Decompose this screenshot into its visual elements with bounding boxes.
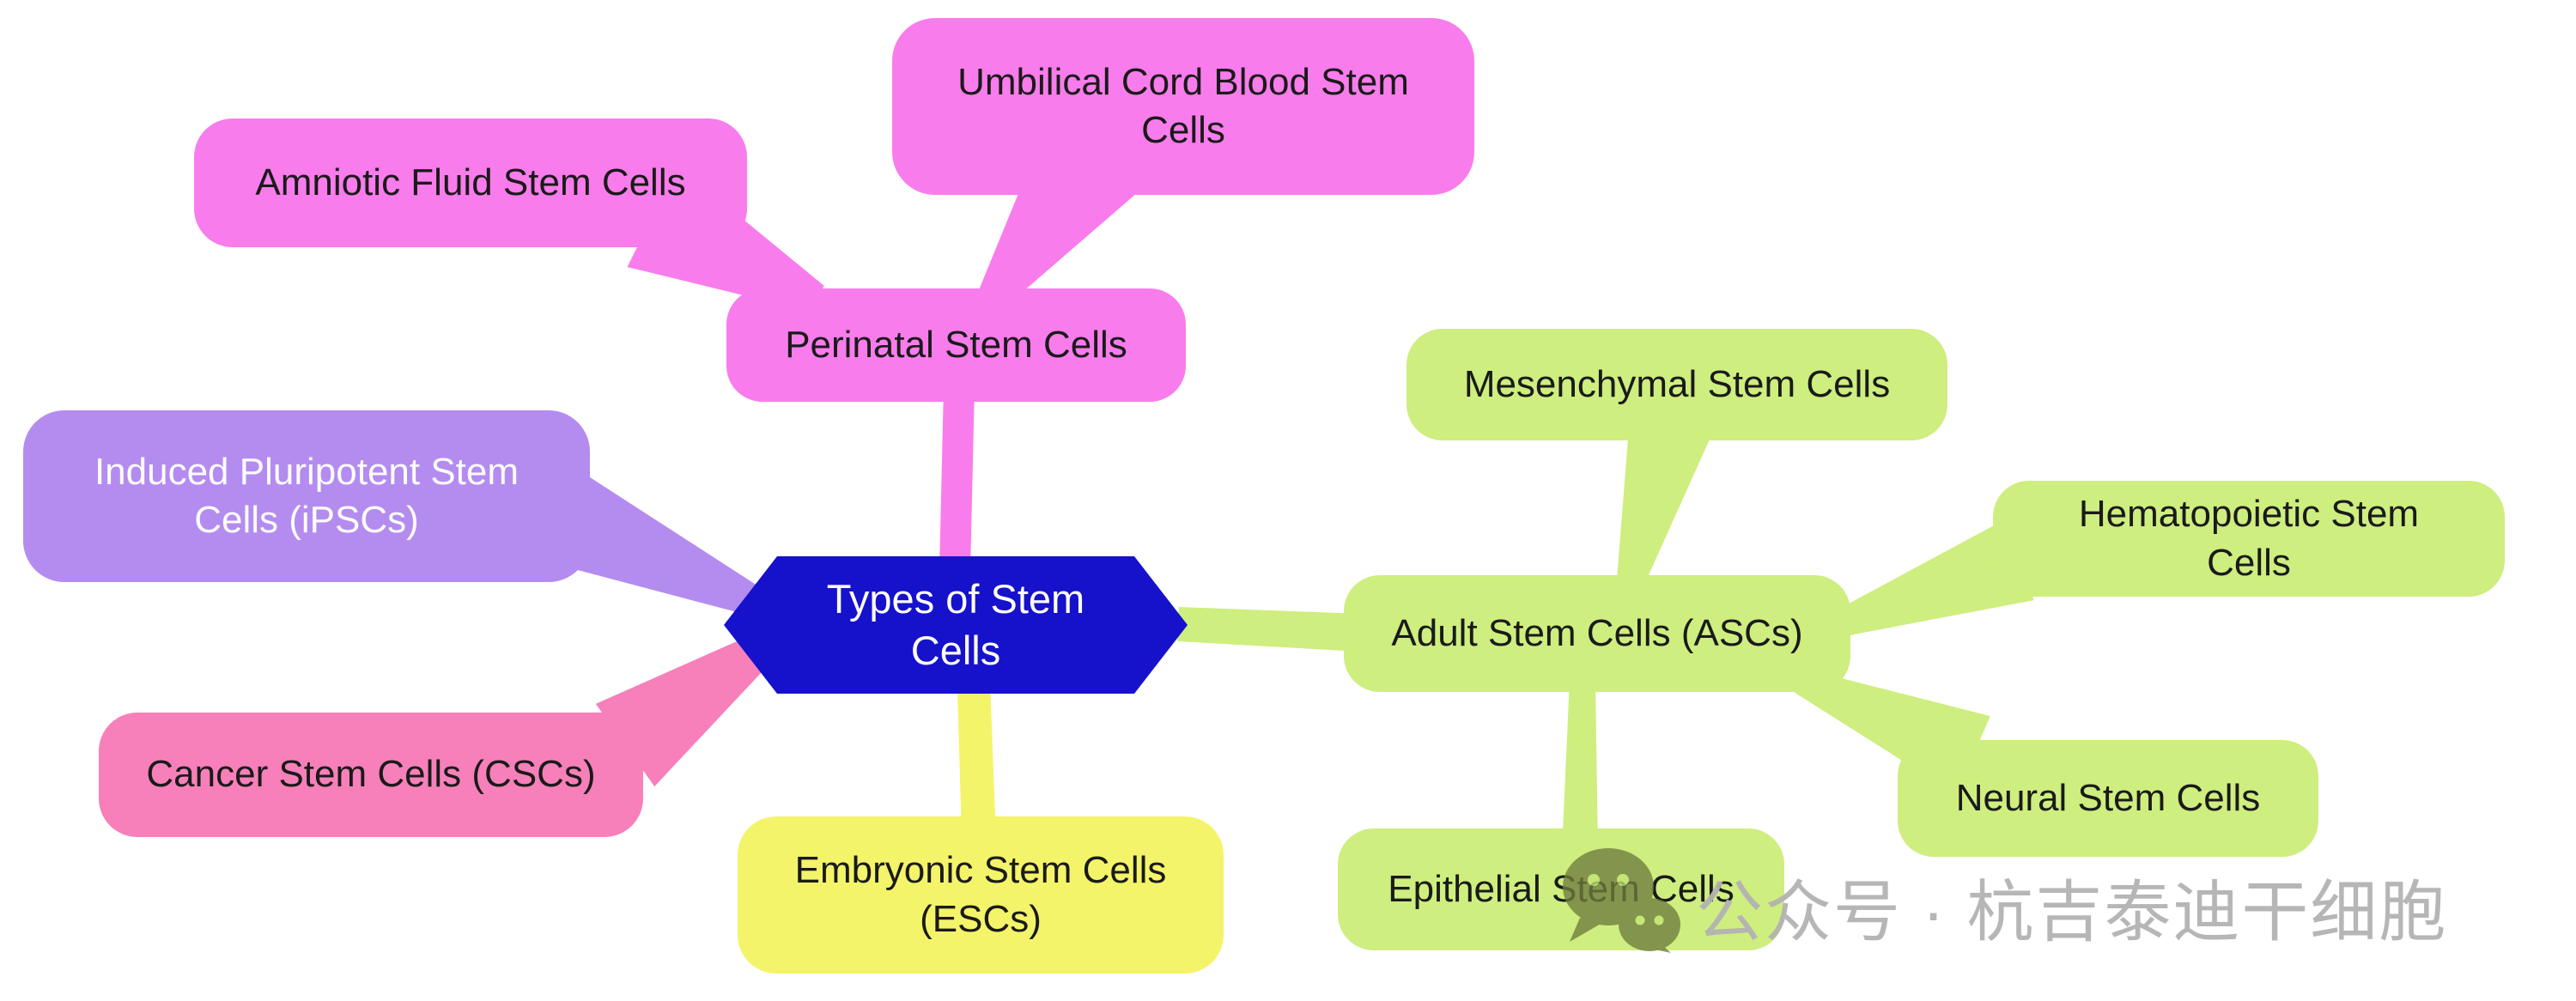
node-hematopoietic-stem-cells: Hematopoietic Stem Cells (1993, 481, 2505, 597)
node-amniotic-fluid-stem-cells: Amniotic Fluid Stem Cells (194, 118, 747, 247)
node-label: Neural Stem Cells (1955, 776, 2261, 819)
edge-pink (939, 385, 975, 572)
node-label: Cancer Stem Cells (CSCs) (146, 753, 596, 796)
watermark-text: 公众号 · 杭吉泰迪干细胞 (1696, 874, 2448, 949)
node-neural-stem-cells: Neural Stem Cells (1898, 740, 2318, 857)
node-adult-stem-cells: Adult Stem Cells (ASCs) (1344, 575, 1850, 692)
edge-green (1562, 679, 1598, 852)
wechat-icon (1563, 848, 1680, 953)
node-embryonic-stem-cells: Embryonic Stem Cells (ESCs) (738, 816, 1224, 974)
edge-yellow (957, 660, 996, 838)
edge-green (1832, 519, 2034, 638)
node-label: Types of Stem Cells (826, 575, 1085, 673)
edge-green (1616, 399, 1718, 592)
node-label: Perinatal Stem Cells (785, 323, 1127, 366)
node-umbilical-cord-blood-stem-cells: Umbilical Cord Blood Stem Cells (892, 18, 1474, 195)
node-label: Amniotic Fluid Stem Cells (255, 161, 686, 203)
node-label: Hematopoietic Stem Cells (2078, 493, 2420, 584)
node-label: Umbilical Cord Blood Stem Cells (957, 60, 1409, 151)
node-label: Adult Stem Cells (ASCs) (1391, 611, 1803, 654)
node-label: Epithelial Stem Cells (1388, 867, 1735, 910)
node-epithelial-stem-cells: Epithelial Stem Cells (1338, 828, 1784, 950)
node-label: Embryonic Stem Cells (ESCs) (794, 849, 1167, 940)
node-label: Mesenchymal Stem Cells (1463, 362, 1891, 405)
node-cancer-stem-cells: Cancer Stem Cells (CSCs) (99, 713, 643, 837)
node-mesenchymal-stem-cells: Mesenchymal Stem Cells (1406, 329, 1947, 440)
node-label: Induced Pluripotent Stem Cells (iPSCs) (94, 450, 519, 541)
edge-green (1177, 607, 1362, 652)
node-induced-pluripotent-stem-cells: Induced Pluripotent Stem Cells (iPSCs) (23, 410, 590, 582)
node-root-types-of-stem-cells: Types of Stem Cells (724, 556, 1188, 694)
node-perinatal-stem-cells: Perinatal Stem Cells (726, 288, 1186, 402)
